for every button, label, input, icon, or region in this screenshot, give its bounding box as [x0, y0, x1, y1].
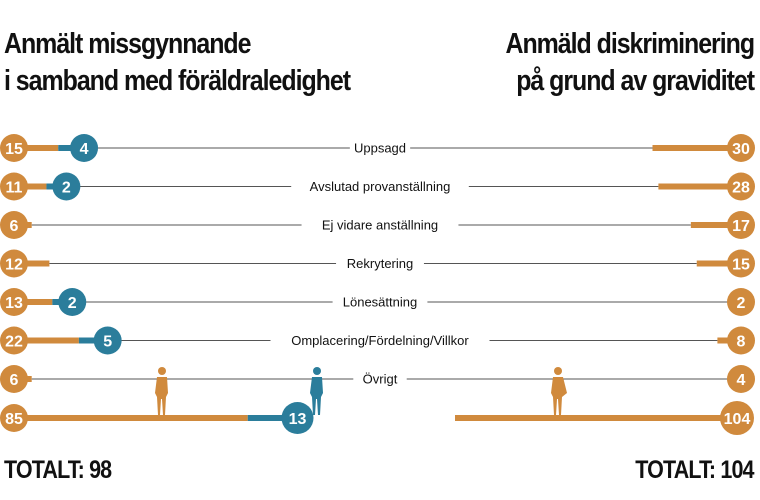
pregnancy-total-bar [455, 415, 741, 421]
women-value-circle [0, 211, 28, 239]
chart-row: Lönesättning 2 13 2 [0, 288, 755, 316]
category-label: Avslutad provanställning [310, 179, 451, 194]
women-value-label: 6 [10, 218, 19, 235]
category-label: Rekrytering [347, 256, 413, 271]
men-value-label: 2 [68, 295, 77, 312]
men-value-circle [58, 288, 87, 316]
women-value-circle [0, 365, 28, 393]
men-value-circle [93, 326, 122, 355]
right-total: TOTALT: 104 [635, 456, 755, 484]
women-total-bar [14, 415, 248, 421]
category-label: Uppsagd [354, 141, 406, 156]
chart-row: Omplacering/Fördelning/Villkor 5 22 8 [0, 326, 755, 355]
pregnancy-value-label: 4 [737, 372, 746, 389]
category-label: Ej vidare anställning [322, 218, 438, 233]
men-value-label: 4 [80, 141, 89, 158]
chart-row: Rekrytering 12 15 [0, 249, 755, 278]
women-bar [14, 183, 47, 190]
woman-icon [155, 367, 168, 415]
pregnancy-value-circle [727, 134, 755, 162]
women-bar [14, 145, 59, 151]
pregnancy-total-circle [720, 401, 754, 435]
pregnancy-bar [690, 222, 741, 228]
women-value-label: 11 [6, 180, 23, 197]
men-total-label: 13 [289, 411, 307, 428]
totals-row: 85 13 104 [0, 367, 754, 435]
men-bar [78, 337, 108, 344]
pregnancy-value-circle [727, 172, 755, 201]
figure-head [554, 367, 562, 375]
women-value-circle [0, 288, 28, 316]
figure-body [155, 377, 168, 415]
category-label-bg [270, 331, 490, 350]
women-value-circle [0, 172, 28, 201]
category-label-bg [353, 370, 407, 388]
men-value-circle [52, 172, 81, 201]
figure-head [158, 367, 166, 375]
women-value-label: 13 [5, 295, 23, 312]
women-bar [14, 299, 53, 305]
women-value-circle [0, 134, 28, 162]
category-label-bg [336, 254, 424, 273]
women-value-label: 12 [5, 257, 23, 274]
chart-row: Ej vidare anställning 6 17 [0, 211, 755, 239]
left-total: TOTALT: 98 [4, 456, 112, 484]
pregnancy-value-circle [727, 211, 755, 239]
pregnancy-value-circle [727, 326, 755, 355]
pregnant-woman-icon [551, 367, 567, 415]
pregnancy-value-label: 8 [737, 334, 746, 351]
category-label-bg [301, 216, 459, 234]
figure-body [310, 377, 323, 415]
right-title-line-2: på grund av graviditet [516, 65, 755, 97]
pregnancy-bar [696, 260, 741, 267]
pregnancy-total-label: 104 [724, 411, 751, 428]
category-label-bg [291, 177, 469, 196]
pregnancy-value-label: 17 [732, 218, 750, 235]
women-value-circle [0, 326, 28, 355]
category-label: Lönesättning [343, 295, 417, 310]
pregnancy-bar [658, 183, 741, 190]
right-title-line-1: Anmäld diskriminering [505, 28, 755, 60]
category-label-bg [349, 139, 411, 157]
category-label: Övrigt [363, 372, 398, 387]
category-label: Omplacering/Fördelning/Villkor [291, 333, 469, 348]
chart-row: Övrigt 6 4 [0, 365, 755, 393]
men-value-label: 2 [62, 180, 71, 197]
pregnancy-value-circle [727, 249, 755, 278]
women-value-label: 6 [10, 372, 19, 389]
category-label-bg [332, 293, 428, 311]
pregnancy-value-circle [727, 365, 755, 393]
man-icon [310, 367, 323, 415]
women-value-label: 15 [5, 141, 23, 158]
left-title-line-1: Anmält missgynnande [4, 28, 252, 60]
men-value-circle [70, 134, 99, 162]
pregnancy-bar [652, 145, 741, 151]
figure-body [551, 377, 567, 415]
left-title-line-2: i samband med föräldraledighet [4, 65, 351, 97]
men-total-circle [281, 402, 314, 434]
pregnancy-value-label: 2 [737, 295, 746, 312]
pregnancy-value-label: 15 [732, 257, 750, 274]
women-total-label: 85 [5, 411, 23, 428]
right-chart-title: Anmäld diskriminering på grund av gravid… [505, 26, 755, 100]
women-bar [14, 260, 50, 267]
men-total-bar [247, 415, 294, 421]
pregnancy-value-label: 28 [732, 180, 750, 197]
chart-row: Uppsagd 4 15 30 [0, 134, 755, 162]
women-total-circle [0, 404, 28, 432]
women-value-label: 22 [5, 334, 23, 351]
pregnancy-value-circle [727, 288, 755, 316]
figure-head [313, 367, 321, 375]
left-chart-title: Anmält missgynnande i samband med föräld… [4, 26, 351, 100]
men-value-label: 5 [103, 334, 112, 351]
pregnancy-value-label: 30 [732, 141, 750, 158]
women-bar [14, 337, 79, 344]
women-value-circle [0, 249, 28, 278]
chart-row: Avslutad provanställning 2 11 28 [0, 172, 755, 201]
